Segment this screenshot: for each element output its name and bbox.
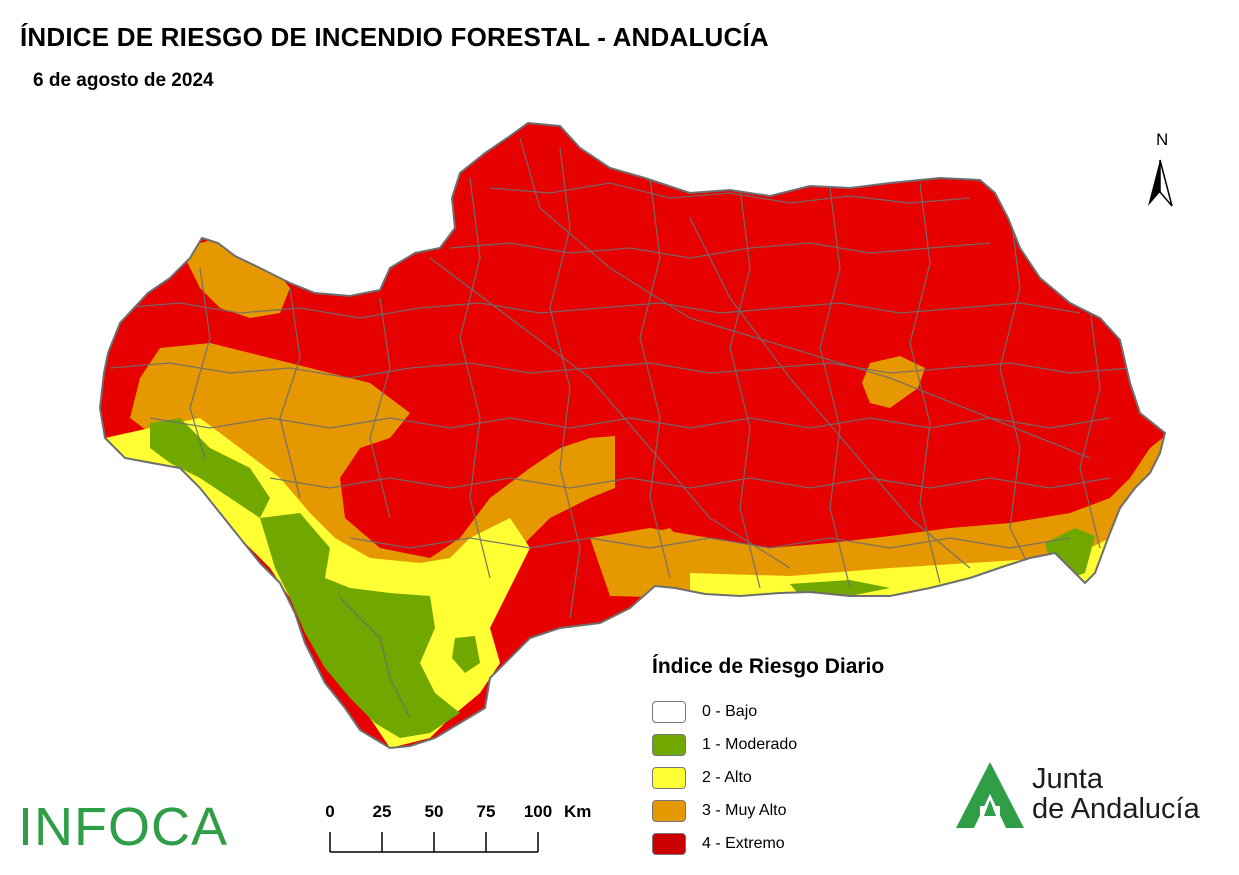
municipal-boundaries xyxy=(109,137,1131,719)
legend-label: 2 - Alto xyxy=(702,768,752,786)
legend-item-moderado: 1 - Moderado xyxy=(652,728,952,761)
zone-muy-alto-coast xyxy=(590,436,1165,600)
scale-tick-label: 100 xyxy=(523,802,553,821)
north-label: N xyxy=(1156,130,1169,149)
map-title: ÍNDICE DE RIESGO DE INCENDIO FORESTAL - … xyxy=(20,22,769,52)
zone-muy-alto-malaga xyxy=(630,528,700,578)
scale-bar: 0 25 50 75 100 Km xyxy=(318,800,618,860)
legend-swatch xyxy=(652,766,686,789)
zone-moderado-donana xyxy=(150,418,270,518)
legend-label: 1 - Moderado xyxy=(702,735,798,753)
map-date: 6 de agosto de 2024 xyxy=(33,70,214,91)
andalusia-risk-map xyxy=(90,118,1180,758)
junta-andalucia-logo-icon xyxy=(956,762,1024,828)
scale-tick-label: 0 xyxy=(325,802,335,821)
zone-moderado-cadiz xyxy=(260,513,460,738)
scale-unit: Km xyxy=(564,802,592,821)
scale-tick-label: 75 xyxy=(476,802,496,821)
zone-moderado-grazalema xyxy=(452,636,480,673)
scale-tick-label: 50 xyxy=(424,802,444,821)
junta-line2: de Andalucía xyxy=(1032,793,1200,825)
legend-item-bajo: 0 - Bajo xyxy=(652,695,952,728)
junta-andalucia-text: Junta de Andalucía xyxy=(1032,764,1200,824)
zone-muy-alto-granada xyxy=(862,356,925,408)
legend-label: 0 - Bajo xyxy=(702,702,758,720)
legend-label: 3 - Muy Alto xyxy=(702,801,787,819)
legend-swatch xyxy=(652,832,686,855)
legend-swatch xyxy=(652,733,686,756)
scale-tick-label: 25 xyxy=(372,802,392,821)
map-svg xyxy=(98,121,1167,750)
andalusia-outline xyxy=(98,121,1167,750)
legend-item-alto: 2 - Alto xyxy=(652,761,952,794)
legend-item-muy-alto: 3 - Muy Alto xyxy=(652,794,952,827)
legend-swatch xyxy=(652,799,686,822)
legend-item-extremo: 4 - Extremo xyxy=(652,827,952,860)
legend-swatch xyxy=(652,700,686,723)
legend: Índice de Riesgo Diario 0 - Bajo 1 - Mod… xyxy=(652,655,952,860)
legend-title: Índice de Riesgo Diario xyxy=(652,655,885,678)
infoca-logo: INFOCA xyxy=(18,797,229,857)
junta-line1: Junta xyxy=(1032,763,1103,795)
legend-label: 4 - Extremo xyxy=(702,834,785,852)
north-arrow-icon xyxy=(1148,159,1173,207)
scale-bar-lines xyxy=(329,832,539,853)
